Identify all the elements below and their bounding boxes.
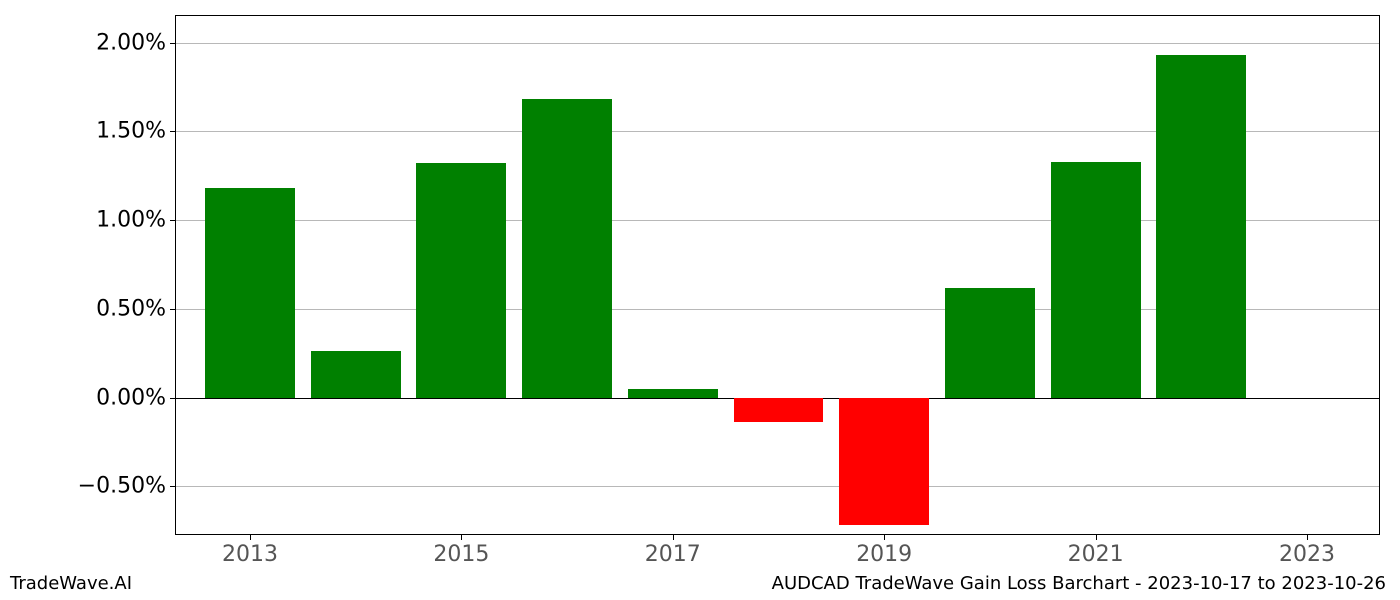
bar: [628, 389, 718, 398]
y-tick-label: 0.50%: [96, 296, 176, 321]
y-tick-label: −0.50%: [78, 474, 176, 499]
y-tick-label: 0.00%: [96, 385, 176, 410]
bar: [416, 163, 506, 397]
bar: [839, 398, 929, 526]
footer-caption: AUDCAD TradeWave Gain Loss Barchart - 20…: [772, 573, 1386, 594]
chart-stage: { "chart": { "type": "bar", "plot_area":…: [0, 0, 1400, 600]
x-tick-label: 2021: [1068, 534, 1124, 567]
bar: [1156, 55, 1246, 398]
gridline: [176, 43, 1379, 44]
footer-brand: TradeWave.AI: [10, 573, 132, 594]
y-tick-label: 2.00%: [96, 30, 176, 55]
bar: [945, 288, 1035, 398]
bar: [205, 188, 295, 397]
y-tick-label: 1.00%: [96, 208, 176, 233]
x-tick-label: 2017: [645, 534, 701, 567]
bar: [311, 351, 401, 397]
y-tick-label: 1.50%: [96, 119, 176, 144]
bar: [522, 99, 612, 397]
x-tick-label: 2015: [433, 534, 489, 567]
x-tick-label: 2013: [222, 534, 278, 567]
plot-area: −0.50%0.00%0.50%1.00%1.50%2.00%201320152…: [175, 15, 1380, 535]
bar: [734, 398, 824, 423]
gridline: [176, 486, 1379, 487]
bar: [1051, 162, 1141, 398]
x-tick-label: 2019: [856, 534, 912, 567]
x-tick-label: 2023: [1279, 534, 1335, 567]
